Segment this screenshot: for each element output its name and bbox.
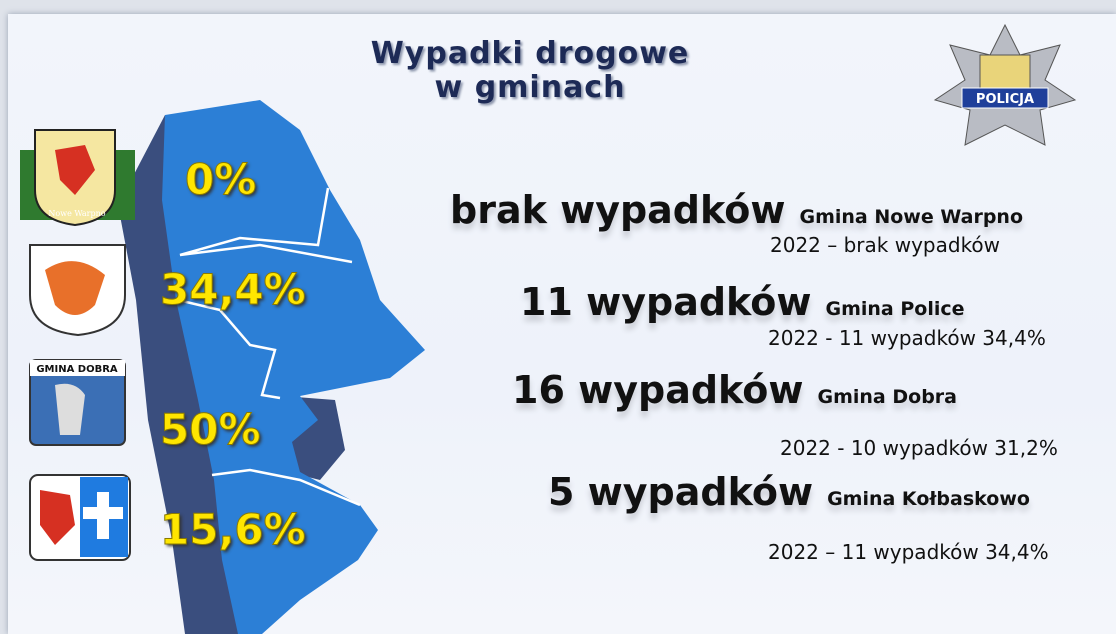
- police-badge-text: POLICJA: [976, 92, 1034, 107]
- emblem-griffin: [40, 490, 75, 545]
- gmina: Gmina Police: [825, 298, 965, 320]
- emblem-bird: [55, 383, 85, 435]
- gmina: Gmina Dobra: [817, 386, 958, 408]
- emblem-text: Nowe Warpno: [48, 209, 105, 218]
- emblem-eagle: [45, 261, 105, 315]
- gmina: Gmina Kołbaskowo: [827, 488, 1030, 510]
- map-label: 0%: [184, 155, 257, 205]
- police-badge: [961, 87, 1049, 109]
- note: 2022 – 11 wypadków 34,4%: [768, 540, 1049, 564]
- row-headline: brak wypadków Gmina Nowe Warpno: [450, 188, 1023, 232]
- border: [177, 298, 281, 400]
- emblem-griffin: [55, 145, 95, 195]
- map-label: 34,4%: [160, 265, 307, 315]
- note: 2022 - 11 wypadków 34,4%: [768, 326, 1046, 350]
- row-headline: 5 wypadków Gmina Kołbaskowo: [548, 470, 1030, 514]
- headline: brak wypadków: [450, 188, 786, 232]
- map-label: 50%: [160, 405, 262, 455]
- gmina: Gmina Nowe Warpno: [799, 206, 1023, 228]
- headline: 11 wypadków: [520, 280, 812, 324]
- border: [179, 187, 353, 264]
- note: 2022 – brak wypadków: [770, 233, 1001, 257]
- row-headline: 16 wypadków Gmina Dobra: [512, 368, 957, 412]
- emblem-text: GMINA DOBRA: [36, 364, 118, 375]
- row-headline: 11 wypadków Gmina Police: [520, 280, 965, 324]
- title: Wypadki drogowe: [370, 36, 690, 71]
- emblem-cross: [83, 492, 123, 539]
- emblem-banner: [30, 360, 125, 376]
- note: 2022 - 10 wypadków 31,2%: [780, 436, 1058, 460]
- border: [211, 468, 361, 507]
- map-label: 15,6%: [160, 505, 307, 555]
- title: w gminach: [434, 70, 626, 105]
- map: [162, 100, 425, 634]
- headline: 16 wypadków: [512, 368, 804, 412]
- headline: 5 wypadków: [548, 470, 814, 514]
- map-shadow: [118, 115, 240, 634]
